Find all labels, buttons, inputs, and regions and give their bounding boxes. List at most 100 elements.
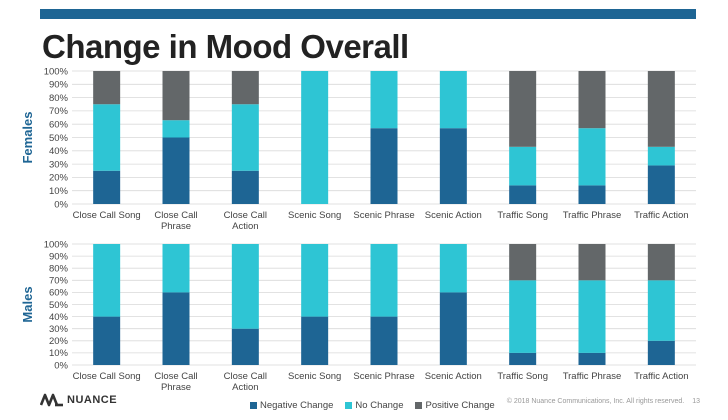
bar-segment-no-change: [509, 146, 537, 186]
bar-segment-no-change: [93, 104, 121, 171]
males-chart: 0%10%20%30%40%50%60%70%80% 90%100% Close C…: [20, 239, 696, 393]
y-tick-label: 40%: [49, 146, 69, 157]
y-tick-label: 10%: [49, 186, 69, 197]
y-tick-label: 40%: [49, 312, 69, 323]
bar-segment-negative-change: [509, 185, 537, 204]
y-tick-label: 50%: [49, 133, 69, 144]
legend-label: Positive Change: [425, 399, 495, 411]
bar-segment-no-change: [439, 71, 467, 129]
chart-side-label: Males: [20, 286, 35, 322]
bar-segment-no-change: [231, 104, 259, 171]
bar-segment-no-change: [370, 71, 398, 129]
bar-segment-no-change: [509, 280, 537, 353]
bar-segment-positive-change: [162, 71, 190, 121]
bar-segment-negative-change: [439, 128, 467, 204]
y-tick-label: 10%: [49, 348, 69, 359]
y-tick-label: 30%: [49, 159, 69, 170]
bar-segment-positive-change: [647, 71, 675, 147]
legend-swatch: [415, 401, 423, 409]
x-category-label: Traffic Song: [497, 371, 548, 382]
bar-segment-positive-change: [578, 244, 606, 281]
bar-segment-no-change: [162, 120, 190, 138]
bar-segment-no-change: [370, 244, 398, 317]
x-category-label: Scenic Phrase: [353, 371, 414, 382]
x-category-label: Traffic Phrase: [563, 210, 622, 221]
bar-segment-negative-change: [93, 316, 121, 365]
x-category-label: Scenic Phrase: [353, 210, 414, 221]
x-category-label: Traffic Action: [634, 210, 688, 221]
footer-copyright: © 2018 Nuance Communications, Inc. All r…: [506, 398, 685, 405]
bar-segment-no-change: [647, 280, 675, 341]
y-tick-label: 70%: [49, 106, 69, 117]
x-category-label: Scenic Song: [288, 371, 341, 382]
chart-legend: Negative Change No Change Positive Change: [250, 398, 507, 412]
bar-segment-negative-change: [647, 340, 675, 365]
bar-segment-negative-change: [439, 292, 467, 365]
legend-item-negative-change: Negative Change: [250, 400, 333, 411]
bar-segment-positive-change: [578, 71, 606, 129]
bar-segment-no-change: [578, 280, 606, 353]
y-tick-label: 80%: [49, 264, 69, 275]
nuance-logo-icon: [40, 393, 63, 407]
y-tick-label: 0%: [54, 360, 68, 371]
bar-segment-no-change: [301, 244, 329, 317]
bar-segment-negative-change: [578, 185, 606, 204]
bar-segment-negative-change: [93, 170, 121, 204]
y-tick-label: 60%: [49, 120, 69, 131]
bar-segment-positive-change: [93, 71, 121, 105]
females-chart: 0% 10% 20% 30% 40% 50% 60% 70% 80% 90% 100% Close C…: [20, 66, 696, 232]
bar-segment-no-change: [93, 244, 121, 317]
y-tick-label: 70%: [49, 276, 69, 287]
bar-segment-positive-change: [509, 71, 537, 147]
x-category-label: Scenic Song: [288, 210, 341, 221]
bar-segment-negative-change: [509, 352, 537, 365]
y-tick-label: 90%: [49, 251, 69, 262]
x-category-label: Close Call Song: [73, 371, 141, 382]
bar-segment-no-change: [231, 244, 259, 329]
x-category-label: Close Call Song: [73, 210, 141, 221]
footer: © 2018 Nuance Communications, Inc. All r…: [507, 398, 700, 405]
x-category-label: Traffic Song: [497, 210, 548, 221]
bar-segment-negative-change: [578, 352, 606, 365]
bar-segment-no-change: [578, 128, 606, 186]
legend-label: No Change: [355, 399, 404, 411]
y-tick-label: 20%: [49, 336, 69, 347]
y-tick-label: 0%: [54, 199, 68, 210]
y-tick-label: 100%: [44, 66, 69, 77]
y-tick-label: 80%: [49, 93, 69, 104]
x-category-label: Scenic Action: [425, 371, 482, 382]
bar-segment-positive-change: [647, 244, 675, 281]
bar-segment-negative-change: [370, 316, 398, 365]
slide-title: Change in Mood Overall: [42, 28, 409, 65]
x-category-label: Close Call Phrase: [154, 210, 197, 232]
y-tick-label: 60%: [49, 288, 69, 299]
nuance-logo-text: NUANCE: [67, 394, 118, 406]
x-category-label: Close Call Action: [224, 210, 267, 232]
bar-segment-no-change: [301, 71, 329, 204]
title-accent-bar: [40, 9, 696, 19]
y-tick-label: 90%: [49, 80, 69, 91]
bar-segment-negative-change: [162, 137, 190, 204]
y-tick-label: 50%: [49, 300, 69, 311]
bar-segment-negative-change: [301, 316, 329, 365]
legend-item-positive-change: Positive Change: [415, 399, 495, 411]
nuance-logo: NUANCE: [40, 392, 117, 408]
bar-segment-negative-change: [231, 328, 259, 365]
bar-segment-negative-change: [162, 292, 190, 365]
y-tick-label: 30%: [49, 324, 69, 335]
x-category-label: Traffic Phrase: [563, 371, 622, 382]
bar-segment-no-change: [439, 244, 467, 293]
page-number: 13: [692, 398, 700, 405]
bar-segment-no-change: [162, 244, 190, 293]
legend-swatch: [250, 401, 257, 409]
legend-item-no-change: No Change: [345, 400, 403, 411]
legend-swatch: [345, 401, 353, 409]
bar-segment-positive-change: [509, 244, 537, 281]
bar-segment-no-change: [647, 146, 675, 166]
x-category-label: Traffic Action: [634, 371, 688, 382]
x-category-label: Scenic Action: [425, 210, 482, 221]
y-tick-label: 100%: [44, 239, 69, 250]
bar-segment-negative-change: [370, 128, 398, 204]
x-category-label: Close Call Action: [224, 371, 267, 393]
y-tick-label: 20%: [49, 173, 69, 184]
